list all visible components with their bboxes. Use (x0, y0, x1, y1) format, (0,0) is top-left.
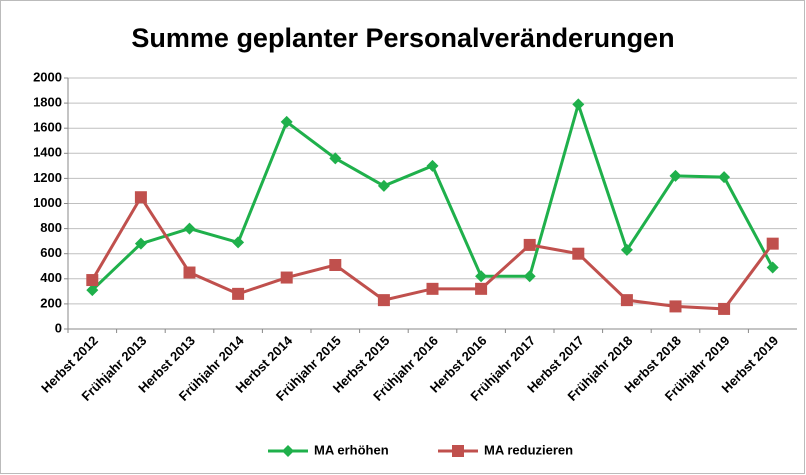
marker (452, 445, 464, 457)
y-tick-label: 200 (40, 295, 62, 310)
marker (475, 270, 488, 283)
marker (669, 300, 682, 313)
y-tick-label: 1000 (33, 195, 62, 210)
marker (426, 282, 439, 295)
marker (669, 169, 682, 182)
legend-label: MA erhöhen (314, 442, 389, 457)
marker (282, 445, 294, 457)
marker (280, 115, 293, 128)
marker (377, 294, 390, 307)
marker (718, 302, 731, 315)
y-tick-label: 0 (55, 320, 62, 335)
marker (134, 191, 147, 204)
marker (523, 238, 536, 251)
marker (329, 258, 342, 271)
marker (86, 274, 99, 287)
marker (620, 294, 633, 307)
marker (232, 236, 245, 249)
marker (475, 282, 488, 295)
y-tick-label: 2000 (33, 69, 62, 84)
marker (183, 266, 196, 279)
marker (183, 222, 196, 235)
y-tick-label: 400 (40, 270, 62, 285)
marker (766, 237, 779, 250)
marker (572, 98, 585, 111)
marker (329, 152, 342, 165)
y-tick-label: 1800 (33, 95, 62, 110)
chart-title: Summe geplanter Personalveränderungen (131, 23, 674, 53)
marker (766, 261, 779, 274)
y-tick-label: 1200 (33, 170, 62, 185)
marker (620, 243, 633, 256)
y-tick-label: 1400 (33, 145, 62, 160)
marker (718, 171, 731, 184)
marker (523, 270, 536, 283)
y-tick-label: 1600 (33, 120, 62, 135)
marker (86, 284, 99, 297)
marker (572, 247, 585, 260)
marker (377, 179, 390, 192)
y-tick-label: 600 (40, 245, 62, 260)
marker (426, 159, 439, 172)
legend-label: MA reduzieren (484, 442, 573, 457)
y-tick-label: 800 (40, 220, 62, 235)
marker (232, 287, 245, 300)
marker (134, 237, 147, 250)
marker (280, 271, 293, 284)
